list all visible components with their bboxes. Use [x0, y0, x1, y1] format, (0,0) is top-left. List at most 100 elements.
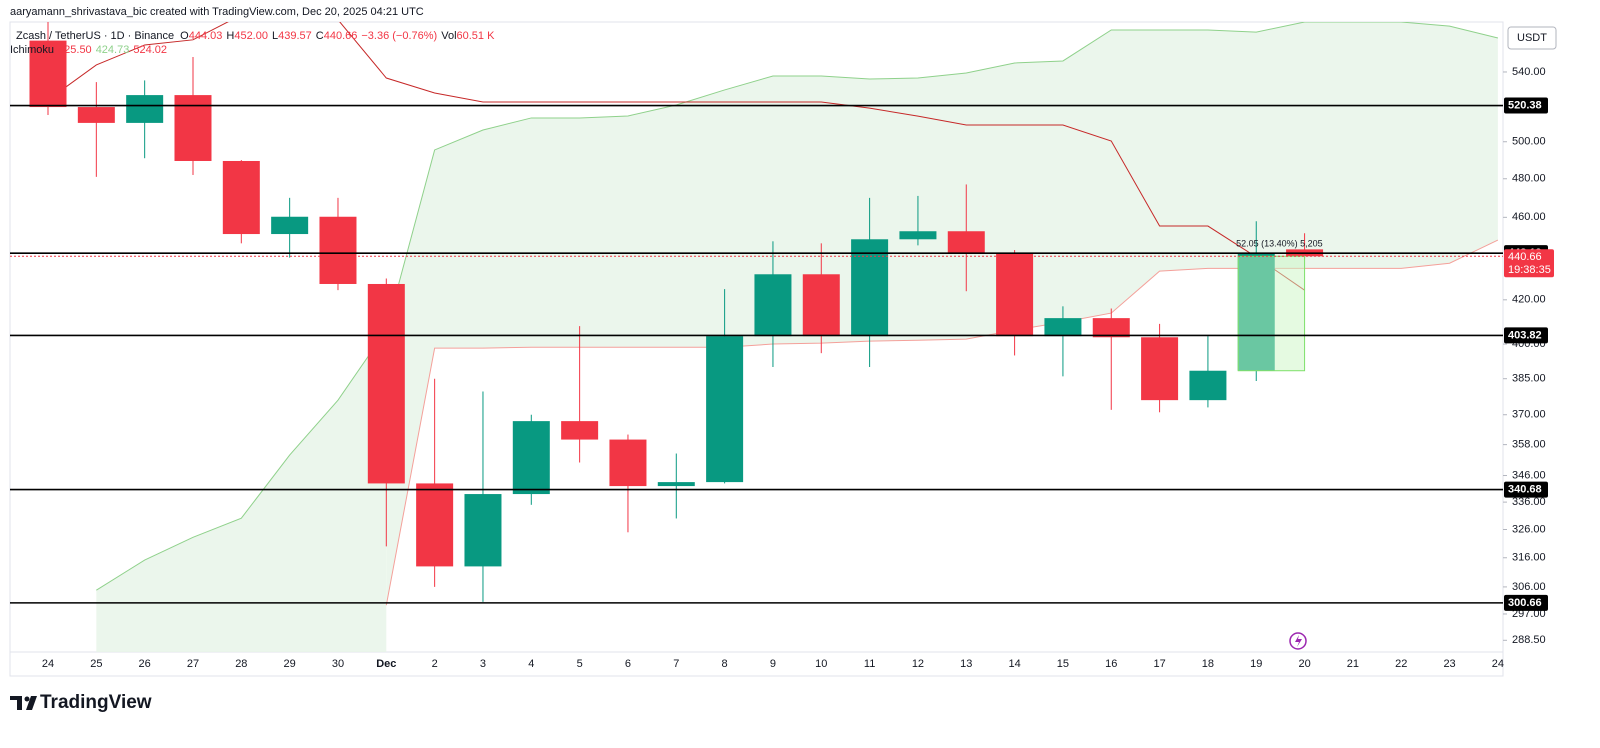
indicator-value: 524.02 — [133, 44, 167, 56]
y-tick-label: 316.00 — [1512, 552, 1546, 564]
candle-body — [29, 40, 67, 108]
x-tick-label: 5 — [577, 658, 583, 670]
ohlc-value: 452.00 — [234, 30, 268, 42]
y-tick-label: 336.00 — [1512, 496, 1546, 508]
x-tick-label: 22 — [1395, 658, 1407, 670]
x-tick-label: 10 — [815, 658, 827, 670]
credit: aaryamann_shrivastava_bic created with T… — [10, 6, 424, 18]
x-tick-label: 30 — [332, 658, 344, 670]
countdown: 19:38:35 — [1508, 264, 1551, 276]
candle-body — [1044, 318, 1082, 337]
y-tick-label: 540.00 — [1512, 66, 1546, 78]
x-tick-label: 17 — [1153, 658, 1165, 670]
legend-line: Ichimoku 425.50 424.73 524.02 — [10, 44, 167, 56]
indicator-value: 425.50 — [58, 44, 92, 56]
volume: 60.51 K — [457, 30, 496, 42]
candle-body — [754, 274, 792, 337]
event-icon-bolt — [1295, 635, 1302, 647]
level-label-box — [1504, 594, 1548, 611]
candle-body — [657, 482, 695, 487]
logo-mark — [10, 696, 37, 710]
candle-body — [271, 216, 309, 235]
x-tick-label: 21 — [1347, 658, 1359, 670]
x-tick-label: 20 — [1298, 658, 1310, 670]
y-tick-label: 288.50 — [1512, 634, 1546, 646]
x-tick-label: 13 — [960, 658, 972, 670]
level-label: 520.38 — [1508, 99, 1542, 111]
candle-body — [512, 421, 550, 495]
volume-key: Vol — [441, 30, 456, 42]
candle-body — [609, 439, 647, 487]
ichimoku-cloud-lead — [96, 330, 387, 652]
x-tick-label: 3 — [480, 658, 486, 670]
y-tick-label: 385.00 — [1512, 373, 1546, 385]
candle-body — [996, 253, 1034, 337]
ohlc-key: C — [316, 30, 324, 42]
candle-body — [706, 336, 744, 483]
y-tick-label: 500.00 — [1512, 136, 1546, 148]
x-tick-label: 27 — [187, 658, 199, 670]
x-tick-label: 28 — [235, 658, 247, 670]
ohlc-value: 444.03 — [189, 30, 223, 42]
ichimoku-line — [385, 239, 1499, 606]
candle-body — [319, 216, 357, 284]
indicator: Ichimoku — [10, 44, 54, 56]
x-tick-label: 24 — [1492, 658, 1504, 670]
ichimoku-cloud — [386, 22, 1498, 606]
legend-line: Zcash / TetherUS · 1D · Binance O444.03 H4… — [16, 30, 495, 42]
candle-body — [1189, 370, 1227, 401]
level-label: 403.82 — [1508, 329, 1542, 341]
x-tick-label: 15 — [1057, 658, 1069, 670]
x-tick-label: 25 — [90, 658, 102, 670]
x-tick-label: 8 — [722, 658, 728, 670]
candle-body — [947, 231, 985, 254]
symbol: Zcash / TetherUS · 1D · Binance — [16, 30, 174, 42]
measure-label: 52.05 (13.40%) 5,205 — [1236, 239, 1323, 249]
ichimoku-line — [96, 22, 1499, 591]
x-tick-label: Dec — [376, 658, 396, 670]
x-tick-label: 12 — [912, 658, 924, 670]
x-tick-label: 6 — [625, 658, 631, 670]
ohlc-key: L — [272, 30, 278, 42]
y-tick-label: 306.00 — [1512, 581, 1546, 593]
x-tick-label: 14 — [1008, 658, 1020, 670]
measure-box — [1237, 255, 1306, 372]
x-tick-label: 7 — [673, 658, 679, 670]
currency-box[interactable] — [1507, 26, 1557, 50]
brand-logo — [10, 696, 37, 710]
x-tick-label: 29 — [284, 658, 296, 670]
level-label-box — [1504, 481, 1548, 498]
candle-body — [126, 95, 164, 123]
y-tick-label: 420.00 — [1512, 294, 1546, 306]
y-tick-label: 297.00 — [1512, 608, 1546, 620]
ohlc-key: O — [180, 30, 189, 42]
x-tick-label: 9 — [770, 658, 776, 670]
level-label: 340.68 — [1508, 483, 1542, 495]
candle-body — [802, 274, 840, 337]
y-tick-label: 480.00 — [1512, 173, 1546, 185]
level-label: 300.66 — [1508, 597, 1542, 609]
x-tick-label: 4 — [528, 658, 534, 670]
x-tick-label: 26 — [139, 658, 151, 670]
y-tick-label: 326.00 — [1512, 523, 1546, 535]
y-tick-label: 460.00 — [1512, 211, 1546, 223]
level-label-box — [1504, 97, 1548, 114]
candle-body — [77, 107, 115, 123]
candle-body — [222, 160, 260, 235]
last-price-box — [1504, 249, 1554, 278]
level-label-box — [1504, 327, 1548, 344]
candle-body — [416, 483, 454, 567]
candle-body — [851, 239, 889, 337]
x-tick-label: 16 — [1105, 658, 1117, 670]
candle-body — [367, 283, 405, 484]
event-icon[interactable] — [1289, 632, 1307, 650]
candle-body — [1141, 337, 1179, 401]
ohlc-value: 440.66 — [324, 30, 358, 42]
candle-body — [464, 494, 502, 567]
x-tick-label: 24 — [42, 658, 54, 670]
currency[interactable]: USDT — [1517, 32, 1547, 44]
ichimoku-line — [47, 22, 1305, 291]
change: −3.36 (−0.76%) — [361, 30, 437, 42]
